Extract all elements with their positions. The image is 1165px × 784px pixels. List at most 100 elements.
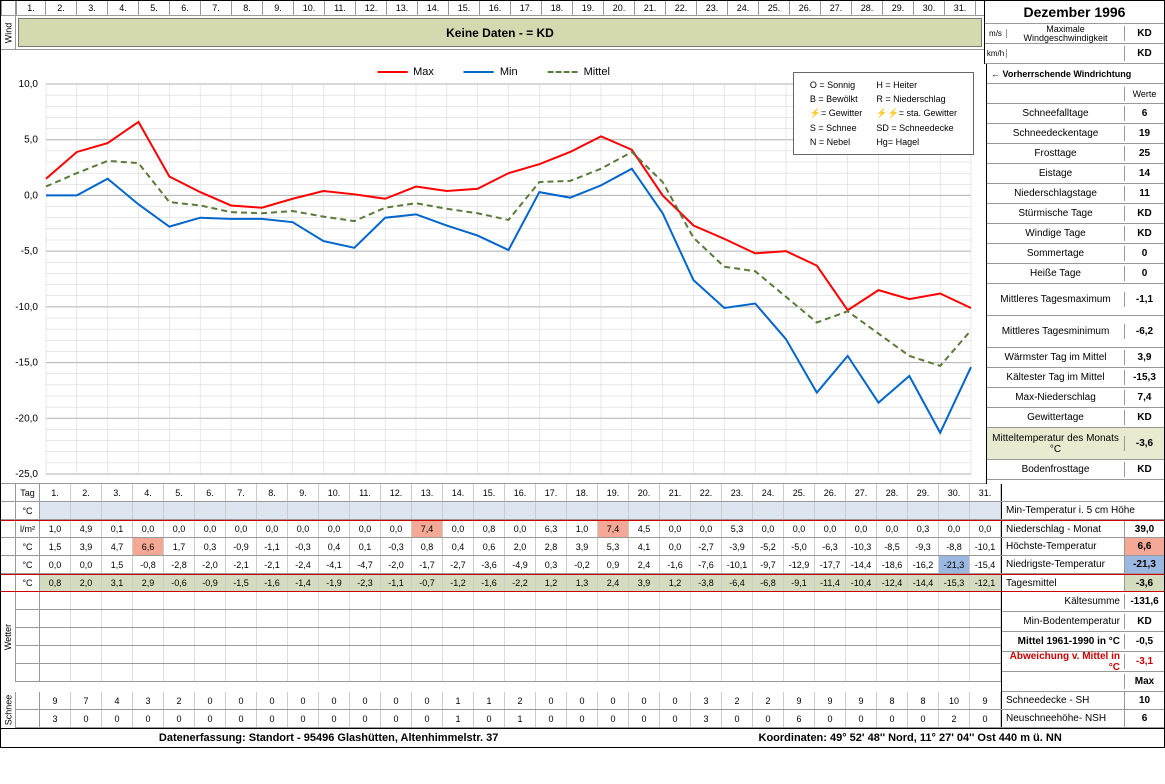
day-header-cell: 8. bbox=[232, 1, 263, 15]
svg-text:10,0: 10,0 bbox=[19, 79, 39, 90]
day-header-cell: 9. bbox=[263, 1, 294, 15]
day-header-cell: 16. bbox=[480, 1, 511, 15]
day-header-cell: 21. bbox=[635, 1, 666, 15]
day-header-cell: 20. bbox=[604, 1, 635, 15]
wetter-label: Wetter bbox=[3, 624, 13, 650]
tag-cell: 5. bbox=[164, 484, 195, 501]
svg-text:-15,0: -15,0 bbox=[15, 358, 38, 369]
data-row: °C0,00,01,5-0,8-2,8-2,0-2,1-2,1-2,4-4,1-… bbox=[1, 556, 1164, 574]
tag-cell: 30. bbox=[939, 484, 970, 501]
day-header-cell: 17. bbox=[511, 1, 542, 15]
lower-stat-row: Kältesumme-131,6 bbox=[1002, 592, 1164, 612]
tag-cell: 3. bbox=[102, 484, 133, 501]
tag-cell: 9. bbox=[288, 484, 319, 501]
day-header-cell: 15. bbox=[449, 1, 480, 15]
tag-cell: 19. bbox=[598, 484, 629, 501]
day-header-cell: 24. bbox=[728, 1, 759, 15]
tag-cell: 25. bbox=[784, 484, 815, 501]
weather-key-box: O = SonnigH = HeiterB = BewölktR = Niede… bbox=[793, 72, 974, 155]
tag-cell: 22. bbox=[691, 484, 722, 501]
tag-cell: 2. bbox=[71, 484, 102, 501]
day-header-cell: 31. bbox=[945, 1, 976, 15]
tag-cell: 11. bbox=[350, 484, 381, 501]
day-header-cell: 10. bbox=[294, 1, 325, 15]
tag-cell: 27. bbox=[846, 484, 877, 501]
stat-row: Mitteltemperatur des Monats °C-3,6 bbox=[987, 428, 1164, 460]
day-header-cell: 6. bbox=[170, 1, 201, 15]
stat-row: Schneefalltage6 bbox=[987, 104, 1164, 124]
stat-row: Heiße Tage0 bbox=[987, 264, 1164, 284]
stat-row: Schneedeckentage19 bbox=[987, 124, 1164, 144]
tag-cell: 26. bbox=[815, 484, 846, 501]
tag-cell: 24. bbox=[753, 484, 784, 501]
stats-panel: ← Vorherrschende Windrichtung Werte Schn… bbox=[986, 64, 1164, 484]
stat-row: Stürmische TageKD bbox=[987, 204, 1164, 224]
tag-cell: 4. bbox=[133, 484, 164, 501]
data-row: °C0,82,03,12,9-0,6-0,9-1,5-1,6-1,4-1,9-2… bbox=[1, 574, 1164, 592]
stat-row: Windige TageKD bbox=[987, 224, 1164, 244]
svg-text:-10,0: -10,0 bbox=[15, 302, 38, 313]
stat-row: Sommertage0 bbox=[987, 244, 1164, 264]
chart-row: -25,0 -20,0 -15,0 -10,0 -5,0 0,0 5,0 10,0 MaxMi… bbox=[1, 64, 1164, 484]
data-row: l/m²1,04,90,10,00,00,00,00,00,00,00,00,0… bbox=[1, 520, 1164, 538]
tag-cell: 23. bbox=[722, 484, 753, 501]
tag-label: Tag bbox=[16, 484, 40, 501]
stat-row: Frosttage25 bbox=[987, 144, 1164, 164]
footer: Datenerfassung: Standort - 95496 Glashüt… bbox=[1, 728, 1164, 747]
svg-text:-5,0: -5,0 bbox=[21, 246, 39, 257]
day-header-cell: 29. bbox=[883, 1, 914, 15]
footer-coords: Koordinaten: 49° 52' 48'' Nord, 11° 27' … bbox=[656, 729, 1164, 747]
day-header-cell: 18. bbox=[542, 1, 573, 15]
day-header-cell: 30. bbox=[914, 1, 945, 15]
day-header-cell: 19. bbox=[573, 1, 604, 15]
footer-location: Datenerfassung: Standort - 95496 Glashüt… bbox=[1, 729, 656, 747]
day-header-cell: 11. bbox=[325, 1, 356, 15]
tag-cell: 8. bbox=[257, 484, 288, 501]
stat-row: Niederschlagstage11 bbox=[987, 184, 1164, 204]
tag-cell: 29. bbox=[908, 484, 939, 501]
max-windspeed-ms: KD bbox=[1124, 26, 1164, 41]
svg-text:5,0: 5,0 bbox=[24, 135, 38, 146]
day-header-cell: 1. bbox=[16, 1, 46, 15]
lower-stat-row: Max bbox=[1002, 672, 1164, 692]
tag-cell: 15. bbox=[474, 484, 505, 501]
chart-legend: MaxMinMittel bbox=[377, 66, 610, 78]
min-temp-5cm-label: Min-Temperatur i. 5 cm Höhe bbox=[1001, 502, 1164, 519]
stat-row: GewittertageKD bbox=[987, 408, 1164, 428]
day-header-cell: 14. bbox=[418, 1, 449, 15]
svg-text:-20,0: -20,0 bbox=[15, 413, 38, 424]
stat-row: Max-Niederschlag7,4 bbox=[987, 388, 1164, 408]
stat-row: Mittleres Tagesmaximum-1,1 bbox=[987, 284, 1164, 316]
day-header-cell: 22. bbox=[666, 1, 697, 15]
schnee-block: Schnee97432000000001120000032299988109Sc… bbox=[1, 692, 1164, 728]
tag-cell: 28. bbox=[877, 484, 908, 501]
day-header-cell: 23. bbox=[697, 1, 728, 15]
schnee-row: 97432000000001120000032299988109Schneede… bbox=[16, 692, 1164, 710]
tag-cell: 21. bbox=[660, 484, 691, 501]
lower-stat-row: Abweichung v. Mittel in °C-3,1 bbox=[1002, 652, 1164, 672]
stat-row: Mittleres Tagesminimum-6,2 bbox=[987, 316, 1164, 348]
prevailing-wind-label: ← Vorherrschende Windrichtung bbox=[987, 67, 1164, 81]
temperature-chart: -25,0 -20,0 -15,0 -10,0 -5,0 0,0 5,0 10,0 MaxMi… bbox=[1, 64, 986, 484]
max-windspeed-kmh: KD bbox=[1124, 46, 1164, 61]
stat-row: Wärmster Tag im Mittel3,9 bbox=[987, 348, 1164, 368]
day-header-cell: 5. bbox=[139, 1, 170, 15]
schnee-row: 3000000000000101000003006000020Neuschnee… bbox=[16, 710, 1164, 728]
day-header-cell: 3. bbox=[77, 1, 108, 15]
header-row: 1.2.3.4.5.6.7.8.9.10.11.12.13.14.15.16.1… bbox=[1, 1, 1164, 64]
svg-text:-25,0: -25,0 bbox=[15, 469, 38, 480]
tag-cell: 20. bbox=[629, 484, 660, 501]
min-temp-5cm-row: °C Min-Temperatur i. 5 cm Höhe bbox=[1, 502, 1164, 520]
stat-row: Kältester Tag im Mittel-15,3 bbox=[987, 368, 1164, 388]
day-header-cell: 13. bbox=[387, 1, 418, 15]
day-header-cell: 27. bbox=[821, 1, 852, 15]
tag-cell: 6. bbox=[195, 484, 226, 501]
stat-row: BodenfrosttageKD bbox=[987, 460, 1164, 480]
svg-text:0,0: 0,0 bbox=[24, 190, 38, 201]
day-header-cell: 7. bbox=[201, 1, 232, 15]
tag-cell: 13. bbox=[412, 484, 443, 501]
data-row: °C1,53,94,76,61,70,3-0,9-1,1-0,30,40,1-0… bbox=[1, 538, 1164, 556]
day-header-cell: 25. bbox=[759, 1, 790, 15]
wind-band: Wind Keine Daten - = KD bbox=[1, 16, 984, 50]
stat-row: Eistage14 bbox=[987, 164, 1164, 184]
